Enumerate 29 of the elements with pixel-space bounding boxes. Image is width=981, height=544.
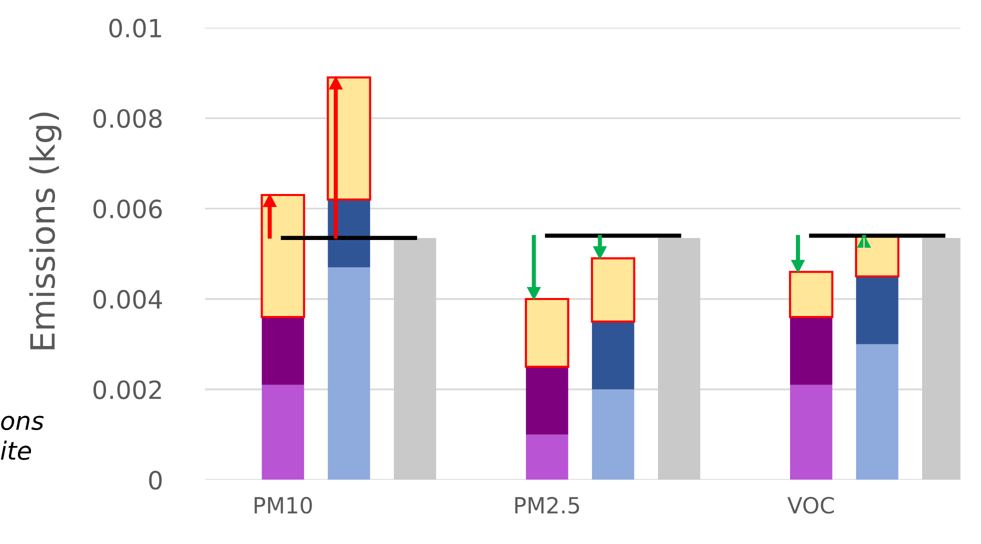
- bar: [790, 317, 832, 385]
- bar: [394, 238, 436, 480]
- bar: [789, 270, 834, 318]
- bar: [592, 389, 634, 480]
- x-tick-label: VOC: [787, 496, 834, 514]
- y-tick-label: 0.002: [93, 380, 161, 400]
- bar: [328, 267, 370, 480]
- bar: [856, 276, 898, 344]
- bar: [526, 434, 568, 480]
- text: ite: [0, 440, 32, 460]
- y-tick-label: 0: [149, 470, 162, 490]
- bar: [790, 384, 832, 480]
- y-tick-label: 0.008: [93, 109, 162, 128]
- y-tick-label: 0.004: [93, 290, 162, 309]
- y-tick-label: 0.01: [109, 18, 162, 38]
- bar: [592, 322, 634, 390]
- x-tick-label: PM10: [254, 496, 312, 514]
- y-axis-title: Emissions (kg): [29, 112, 62, 350]
- bar: [260, 194, 306, 318]
- bar: [262, 317, 304, 385]
- bar: [526, 366, 568, 435]
- text: ons: [1, 416, 44, 430]
- bar: [658, 238, 700, 480]
- bar: [856, 344, 898, 480]
- bar: [590, 257, 636, 323]
- bar: [524, 298, 570, 368]
- x-tick-label: PM2.5: [515, 496, 580, 514]
- bar: [262, 384, 304, 480]
- y-tick-label: 0.006: [93, 200, 162, 218]
